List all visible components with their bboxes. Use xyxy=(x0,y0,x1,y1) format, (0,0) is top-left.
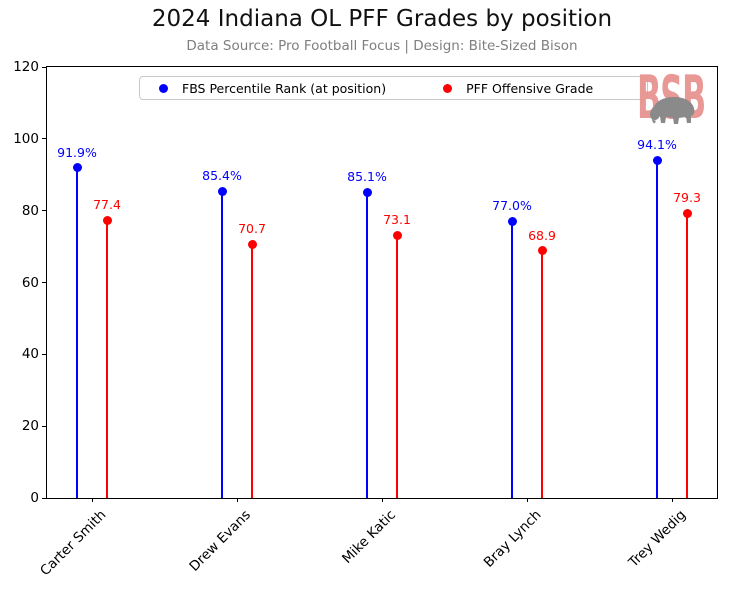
y-tick-mark xyxy=(42,66,46,68)
stem-line xyxy=(511,221,513,498)
data-point xyxy=(392,230,402,240)
stem-line xyxy=(396,235,398,498)
x-tick-mark xyxy=(672,498,673,502)
y-tick-mark xyxy=(42,138,46,140)
chart-title: 2024 Indiana OL PFF Grades by position xyxy=(151,6,613,32)
y-tick-label: 100 xyxy=(13,130,39,147)
y-tick-label: 80 xyxy=(21,202,39,219)
y-tick-label: 0 xyxy=(30,490,39,506)
y-tick-label: 40 xyxy=(21,346,39,363)
value-label: 77.0% xyxy=(492,198,532,214)
data-point xyxy=(247,239,257,249)
data-point xyxy=(652,155,662,165)
stem-line xyxy=(106,220,108,498)
stem-line xyxy=(76,167,78,498)
x-tick-label: Trey Wedig xyxy=(625,507,690,571)
x-tick-label: Mike Katic xyxy=(339,507,400,567)
y-tick-mark xyxy=(42,282,46,283)
blue-dot-icon xyxy=(159,83,168,93)
value-label: 73.1 xyxy=(383,212,411,228)
value-label: 68.9 xyxy=(528,227,556,243)
x-tick-mark xyxy=(237,498,238,502)
data-point xyxy=(102,215,112,225)
value-label: 79.3 xyxy=(673,190,701,206)
y-tick-mark xyxy=(42,425,46,427)
chart-subtitle: Data Source: Pro Football Focus | Design… xyxy=(186,38,578,54)
y-tick-mark xyxy=(42,353,46,355)
data-point xyxy=(537,246,547,256)
stem-line xyxy=(366,192,368,498)
x-tick-label: Drew Evans xyxy=(186,507,255,575)
data-point xyxy=(217,186,227,196)
value-label: 85.4% xyxy=(202,168,242,184)
x-tick-label: Carter Smith xyxy=(37,507,110,580)
stem-line xyxy=(221,191,223,498)
legend-label-percentile: FBS Percentile Rank (at position) xyxy=(182,80,387,96)
value-label: 85.1% xyxy=(347,169,387,185)
value-label: 70.7 xyxy=(238,221,266,237)
x-tick-mark xyxy=(92,498,93,502)
stem-line xyxy=(656,160,658,498)
stem-line xyxy=(686,213,688,498)
plot-area: FBS Percentile Rank (at position) PFF Of… xyxy=(13,59,718,579)
y-tick-label: 60 xyxy=(21,274,39,291)
legend-label-grade: PFF Offensive Grade xyxy=(466,80,594,96)
chart-legend: FBS Percentile Rank (at position) PFF Of… xyxy=(139,76,648,100)
value-label: 77.4 xyxy=(93,197,121,212)
y-tick-mark xyxy=(42,497,46,499)
stem-line xyxy=(251,244,253,498)
y-tick-label: 20 xyxy=(21,418,39,435)
data-point xyxy=(362,187,372,197)
y-tick-mark xyxy=(42,210,46,212)
data-point xyxy=(682,208,692,218)
red-dot-icon xyxy=(443,83,453,93)
x-tick-label: Bray Lynch xyxy=(480,507,545,571)
value-label: 94.1% xyxy=(637,137,677,153)
y-tick-label: 120 xyxy=(13,59,39,75)
stem-line xyxy=(541,250,543,498)
data-point xyxy=(507,216,517,226)
value-label: 91.9% xyxy=(57,144,97,160)
x-tick-mark xyxy=(527,498,528,502)
x-tick-mark xyxy=(382,498,383,502)
data-point xyxy=(72,163,82,173)
